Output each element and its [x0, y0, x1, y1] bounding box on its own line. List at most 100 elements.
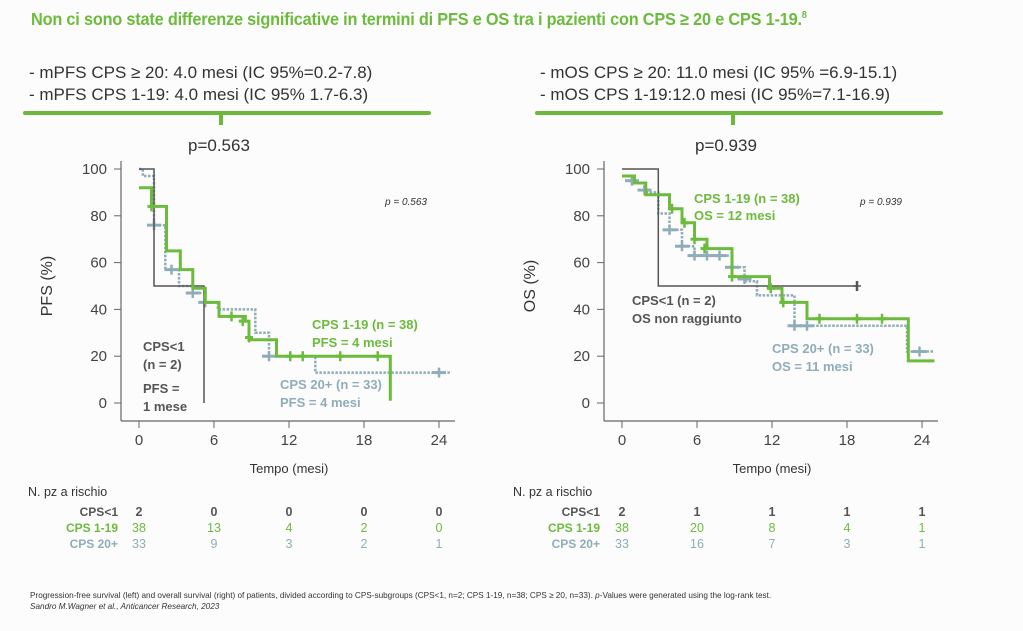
- pfs-at-risk-value-cps-20-: 9: [211, 537, 218, 551]
- pfs-x-tick-label: 0: [135, 432, 143, 449]
- os-at-risk-value-cps-1: 1: [844, 505, 851, 519]
- os-annotation-cps-20-: CPS 20+ (n = 33): [772, 341, 874, 356]
- os-y-tick-label: 100: [565, 161, 590, 178]
- pfs-annotation-cps-20-: PFS = 4 mesi: [280, 395, 361, 410]
- page-title: Non ci sono state differenze significati…: [31, 9, 807, 30]
- pfs-at-risk-value-cps-1-19: 2: [361, 521, 368, 535]
- os-annotation-cps-20-: OS = 11 mesi: [772, 359, 853, 374]
- os-at-risk-row-name-cps-20-: CPS 20+: [552, 537, 600, 551]
- pfs-at-risk-value-cps-1-19: 13: [207, 521, 221, 535]
- pfs-annotation-cps-1: CPS<1: [143, 339, 185, 354]
- os-at-risk-row-name-cps-1-19: CPS 1-19: [548, 521, 600, 535]
- pfs-at-risk-value-cps-20-: 1: [436, 537, 443, 551]
- os-at-risk-row-name-cps-1: CPS<1: [562, 505, 601, 519]
- pfs-at-risk-value-cps-1: 0: [211, 505, 218, 519]
- pfs-p-annotation: p = 0.563: [384, 197, 427, 208]
- pfs-x-tick-label: 18: [356, 432, 373, 449]
- pfs-y-tick-label: 100: [82, 161, 107, 178]
- pfs-at-risk-value-cps-20-: 2: [361, 537, 368, 551]
- pfs-annotation-cps-1: PFS =: [143, 381, 180, 396]
- pfs-y-tick-label: 40: [90, 301, 107, 318]
- title-text: Non ci sono state differenze significati…: [31, 9, 802, 29]
- os-bracket-bar: [535, 111, 943, 115]
- pfs-at-risk-value-cps-1: 0: [361, 505, 368, 519]
- pfs-at-risk-value-cps-1-19: 4: [286, 521, 293, 535]
- os-y-tick-label: 20: [573, 348, 590, 365]
- pfs-at-risk-value-cps-20-: 3: [286, 537, 293, 551]
- pfs-at-risk-value-cps-1: 0: [286, 505, 293, 519]
- pfs-annotation-cps-1: (n = 2): [143, 357, 182, 372]
- os-y-tick-label: 40: [573, 301, 590, 318]
- os-at-risk-value-cps-1: 2: [619, 505, 626, 519]
- os-median-cps20: - mOS CPS ≥ 20: 11.0 mesi (IC 95% =6.9-1…: [540, 63, 898, 82]
- os-curve-cps-1: [622, 168, 857, 287]
- os-at-risk-value-cps-1-19: 8: [769, 521, 776, 535]
- pfs-at-risk-value-cps-1-19: 38: [132, 521, 146, 535]
- pfs-at-risk-value-cps-1-19: 0: [436, 521, 443, 535]
- os-at-risk-value-cps-20-: 16: [690, 537, 704, 551]
- pfs-at-risk-row-name-cps-1: CPS<1: [80, 505, 119, 519]
- title-reference: 8: [801, 10, 807, 22]
- pfs-annotation-cps-1: 1 mese: [143, 399, 187, 414]
- pfs-annotation-cps-20-: CPS 20+ (n = 33): [280, 377, 382, 392]
- os-y-tick-label: 0: [582, 395, 590, 412]
- os-at-risk-value-cps-1-19: 20: [690, 521, 704, 535]
- pfs-y-tick-label: 0: [99, 395, 107, 412]
- os-annotation-cps-1-19: OS = 12 mesi: [694, 208, 775, 223]
- os-at-risk-label: N. pz a rischio: [513, 485, 592, 499]
- pfs-curve-cps-1-19: [139, 186, 392, 401]
- os-at-risk-value-cps-1: 1: [769, 505, 776, 519]
- caption-text-b: -Values were generated using the log-ran…: [599, 591, 772, 600]
- pfs-median-cps1-19: - mPFS CPS 1-19: 4.0 mesi (IC 95% 1.7-6.…: [29, 85, 369, 104]
- pfs-at-risk-value-cps-20-: 33: [132, 537, 146, 551]
- pfs-annotation-cps-1-19: CPS 1-19 (n = 38): [312, 317, 418, 332]
- pfs-at-risk-row-name-cps-1-19: CPS 1-19: [66, 521, 118, 535]
- os-y-axis-label: OS (%): [522, 260, 539, 312]
- os-curve-cps-1-19: [622, 174, 935, 363]
- pfs-at-risk-label: N. pz a rischio: [28, 485, 107, 499]
- pfs-x-axis-label: Tempo (mesi): [250, 461, 329, 476]
- pfs-median-summary: - mPFS CPS ≥ 20: 4.0 mesi (IC 95%=0.2-7.…: [29, 62, 372, 106]
- pfs-x-tick-label: 6: [210, 432, 218, 449]
- os-median-summary: - mOS CPS ≥ 20: 11.0 mesi (IC 95% =6.9-1…: [540, 62, 897, 106]
- os-y-tick-label: 60: [573, 255, 590, 272]
- os-at-risk-value-cps-1: 1: [919, 505, 926, 519]
- os-x-tick-label: 18: [839, 432, 856, 449]
- os-at-risk-value-cps-20-: 33: [615, 537, 629, 551]
- os-x-tick-label: 6: [693, 432, 701, 449]
- os-p-annotation: p = 0.939: [859, 197, 902, 208]
- pfs-y-axis-label: PFS (%): [39, 256, 56, 316]
- pfs-x-tick-label: 24: [431, 432, 448, 449]
- figure-caption: Progression-free survival (left) and ove…: [30, 590, 860, 612]
- pfs-y-tick-label: 20: [90, 348, 107, 365]
- os-x-tick-label: 24: [914, 432, 931, 449]
- os-at-risk-value-cps-1-19: 1: [919, 521, 926, 535]
- os-at-risk-value-cps-20-: 7: [769, 537, 776, 551]
- pfs-x-tick-label: 12: [281, 432, 298, 449]
- os-x-tick-label: 0: [618, 432, 626, 449]
- pfs-y-tick-label: 60: [90, 255, 107, 272]
- pfs-median-cps20: - mPFS CPS ≥ 20: 4.0 mesi (IC 95%=0.2-7.…: [29, 63, 373, 82]
- os-annotation-cps-1-19: CPS 1-19 (n = 38): [694, 191, 800, 206]
- os-x-axis-label: Tempo (mesi): [733, 461, 812, 476]
- os-y-tick-label: 80: [573, 208, 590, 225]
- os-at-risk-value-cps-1-19: 38: [615, 521, 629, 535]
- os-annotation-cps-1: OS non raggiunto: [632, 311, 742, 326]
- os-p-value: p=0.939: [695, 136, 757, 155]
- os-annotation-cps-1: CPS<1 (n = 2): [632, 293, 716, 308]
- os-at-risk-value-cps-20-: 1: [919, 537, 926, 551]
- pfs-at-risk-value-cps-1: 2: [136, 505, 143, 519]
- pfs-at-risk-value-cps-1: 0: [436, 505, 443, 519]
- pfs-y-tick-label: 80: [90, 208, 107, 225]
- pfs-bracket-stem: [219, 113, 223, 125]
- os-at-risk-value-cps-20-: 3: [844, 537, 851, 551]
- pfs-bracket-bar: [23, 111, 431, 115]
- pfs-curve-cps-1: [139, 168, 205, 403]
- pfs-annotation-cps-1-19: PFS = 4 mesi: [312, 335, 393, 350]
- caption-text-a: Progression-free survival (left) and ove…: [30, 591, 596, 600]
- os-bracket-stem: [731, 113, 735, 125]
- os-median-cps1-19: - mOS CPS 1-19:12.0 mesi (IC 95%=7.1-16.…: [540, 85, 891, 104]
- caption-p-italic: p: [595, 591, 600, 600]
- pfs-p-value: p=0.563: [188, 136, 250, 155]
